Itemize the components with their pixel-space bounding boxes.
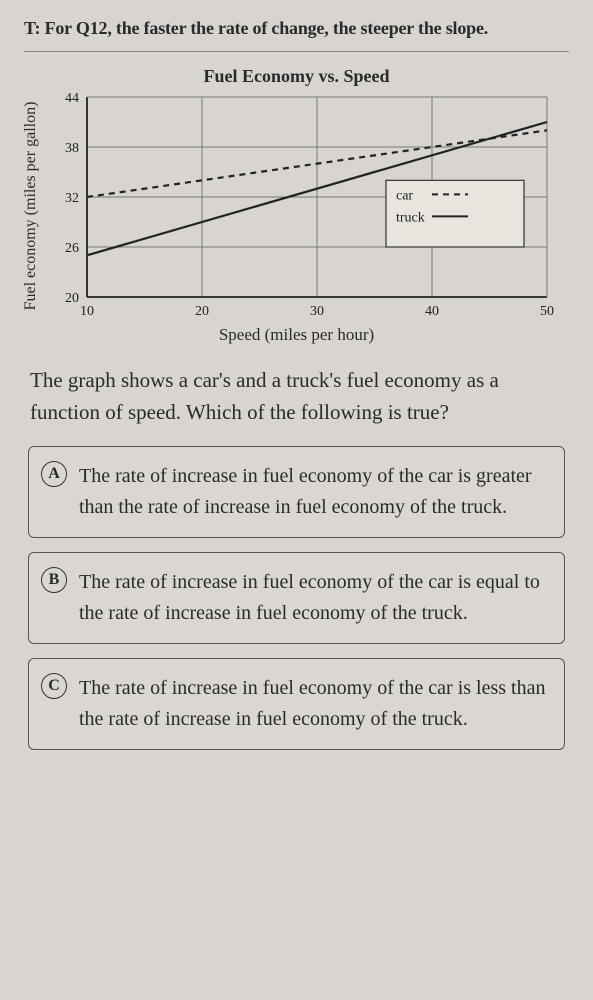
choice-letter: C xyxy=(41,673,67,699)
svg-text:20: 20 xyxy=(195,304,209,319)
choice-text: The rate of increase in fuel economy of … xyxy=(79,673,548,735)
choice-letter: B xyxy=(41,567,67,593)
svg-text:car: car xyxy=(396,188,413,203)
question-text: The graph shows a car's and a truck's fu… xyxy=(30,365,563,428)
choice-a[interactable]: A The rate of increase in fuel economy of… xyxy=(28,446,565,538)
divider xyxy=(24,51,569,52)
svg-text:truck: truck xyxy=(396,210,425,225)
choices-list: A The rate of increase in fuel economy of… xyxy=(24,446,569,750)
svg-text:50: 50 xyxy=(540,304,554,319)
svg-text:30: 30 xyxy=(310,304,324,319)
choice-b[interactable]: B The rate of increase in fuel economy of… xyxy=(28,552,565,644)
x-axis-label: Speed (miles per hour) xyxy=(37,325,557,345)
chart-box: Fuel economy (miles per gallon) 20263238… xyxy=(37,91,557,321)
choice-text: The rate of increase in fuel economy of … xyxy=(79,567,548,629)
svg-text:10: 10 xyxy=(80,304,94,319)
chart-title: Fuel Economy vs. Speed xyxy=(37,66,557,87)
chart-container: Fuel Economy vs. Speed Fuel economy (mil… xyxy=(37,66,557,345)
chart-svg: 20263238441020304050cartruck xyxy=(37,91,557,321)
svg-text:40: 40 xyxy=(425,304,439,319)
svg-text:20: 20 xyxy=(65,291,79,306)
y-axis-label: Fuel economy (miles per gallon) xyxy=(22,102,40,311)
svg-text:44: 44 xyxy=(65,91,79,106)
svg-text:38: 38 xyxy=(65,141,79,156)
choice-text: The rate of increase in fuel economy of … xyxy=(79,461,548,523)
choice-c[interactable]: C The rate of increase in fuel economy of… xyxy=(28,658,565,750)
svg-text:26: 26 xyxy=(65,241,79,256)
hint-text: T: For Q12, the faster the rate of chang… xyxy=(24,18,569,39)
svg-text:32: 32 xyxy=(65,191,79,206)
choice-letter: A xyxy=(41,461,67,487)
